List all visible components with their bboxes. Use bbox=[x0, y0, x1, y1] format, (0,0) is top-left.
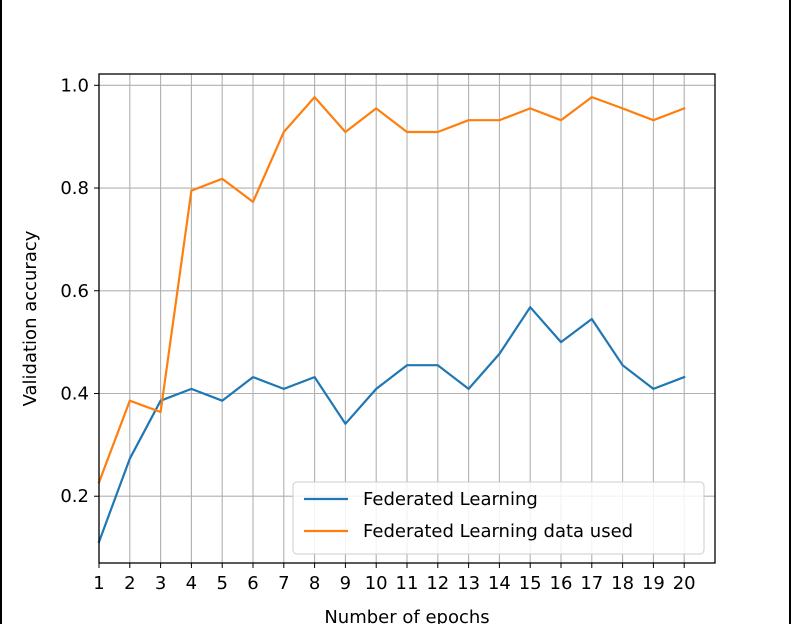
x-tick-label: 18 bbox=[611, 573, 634, 594]
x-tick-label: 19 bbox=[642, 573, 665, 594]
x-tick-label: 15 bbox=[519, 573, 542, 594]
left-frame-border bbox=[0, 0, 2, 624]
x-tick-label: 20 bbox=[673, 573, 696, 594]
y-axis-label: Validation accuracy bbox=[20, 230, 41, 406]
legend-label-2: Federated Learning data used bbox=[363, 521, 633, 542]
x-tick-label: 4 bbox=[186, 573, 197, 594]
x-tick-label: 9 bbox=[340, 573, 351, 594]
x-tick-label: 16 bbox=[550, 573, 573, 594]
axis-ticks: 1 2 3 4 5 6 7 8 9 10 11 12 13 14 15 16 17 18 19 200.20.40.6… bbox=[60, 75, 695, 594]
y-tick-label: 0.8 bbox=[60, 178, 89, 199]
x-tick-label: 1 bbox=[93, 573, 104, 594]
x-tick-label: 5 bbox=[216, 573, 227, 594]
x-tick-label: 14 bbox=[488, 573, 511, 594]
legend-box bbox=[292, 481, 705, 555]
y-tick-label: 1.0 bbox=[60, 75, 89, 96]
legend-label-1: Federated Learning bbox=[363, 489, 538, 510]
series-lines bbox=[97, 95, 686, 544]
x-tick-label: 2 bbox=[124, 573, 135, 594]
x-tick-label: 7 bbox=[278, 573, 289, 594]
y-tick-label: 0.2 bbox=[60, 486, 89, 507]
y-tick-label: 0.6 bbox=[60, 281, 89, 302]
x-tick-label: 12 bbox=[426, 573, 449, 594]
x-tick-label: 8 bbox=[309, 573, 320, 594]
x-tick-label: 10 bbox=[365, 573, 388, 594]
right-frame-border bbox=[789, 0, 791, 624]
x-tick-label: 3 bbox=[155, 573, 166, 594]
y-tick-label: 0.4 bbox=[60, 383, 89, 404]
x-tick-label: 13 bbox=[457, 573, 480, 594]
x-tick-label: 11 bbox=[396, 573, 419, 594]
x-tick-label: 6 bbox=[247, 573, 258, 594]
x-axis-label: Number of epochs bbox=[324, 607, 489, 624]
x-tick-label: 17 bbox=[580, 573, 603, 594]
legend: Federated Learning Federated Learning dat… bbox=[292, 481, 705, 555]
series-line-2 bbox=[97, 95, 686, 484]
series-line-1 bbox=[97, 306, 686, 544]
